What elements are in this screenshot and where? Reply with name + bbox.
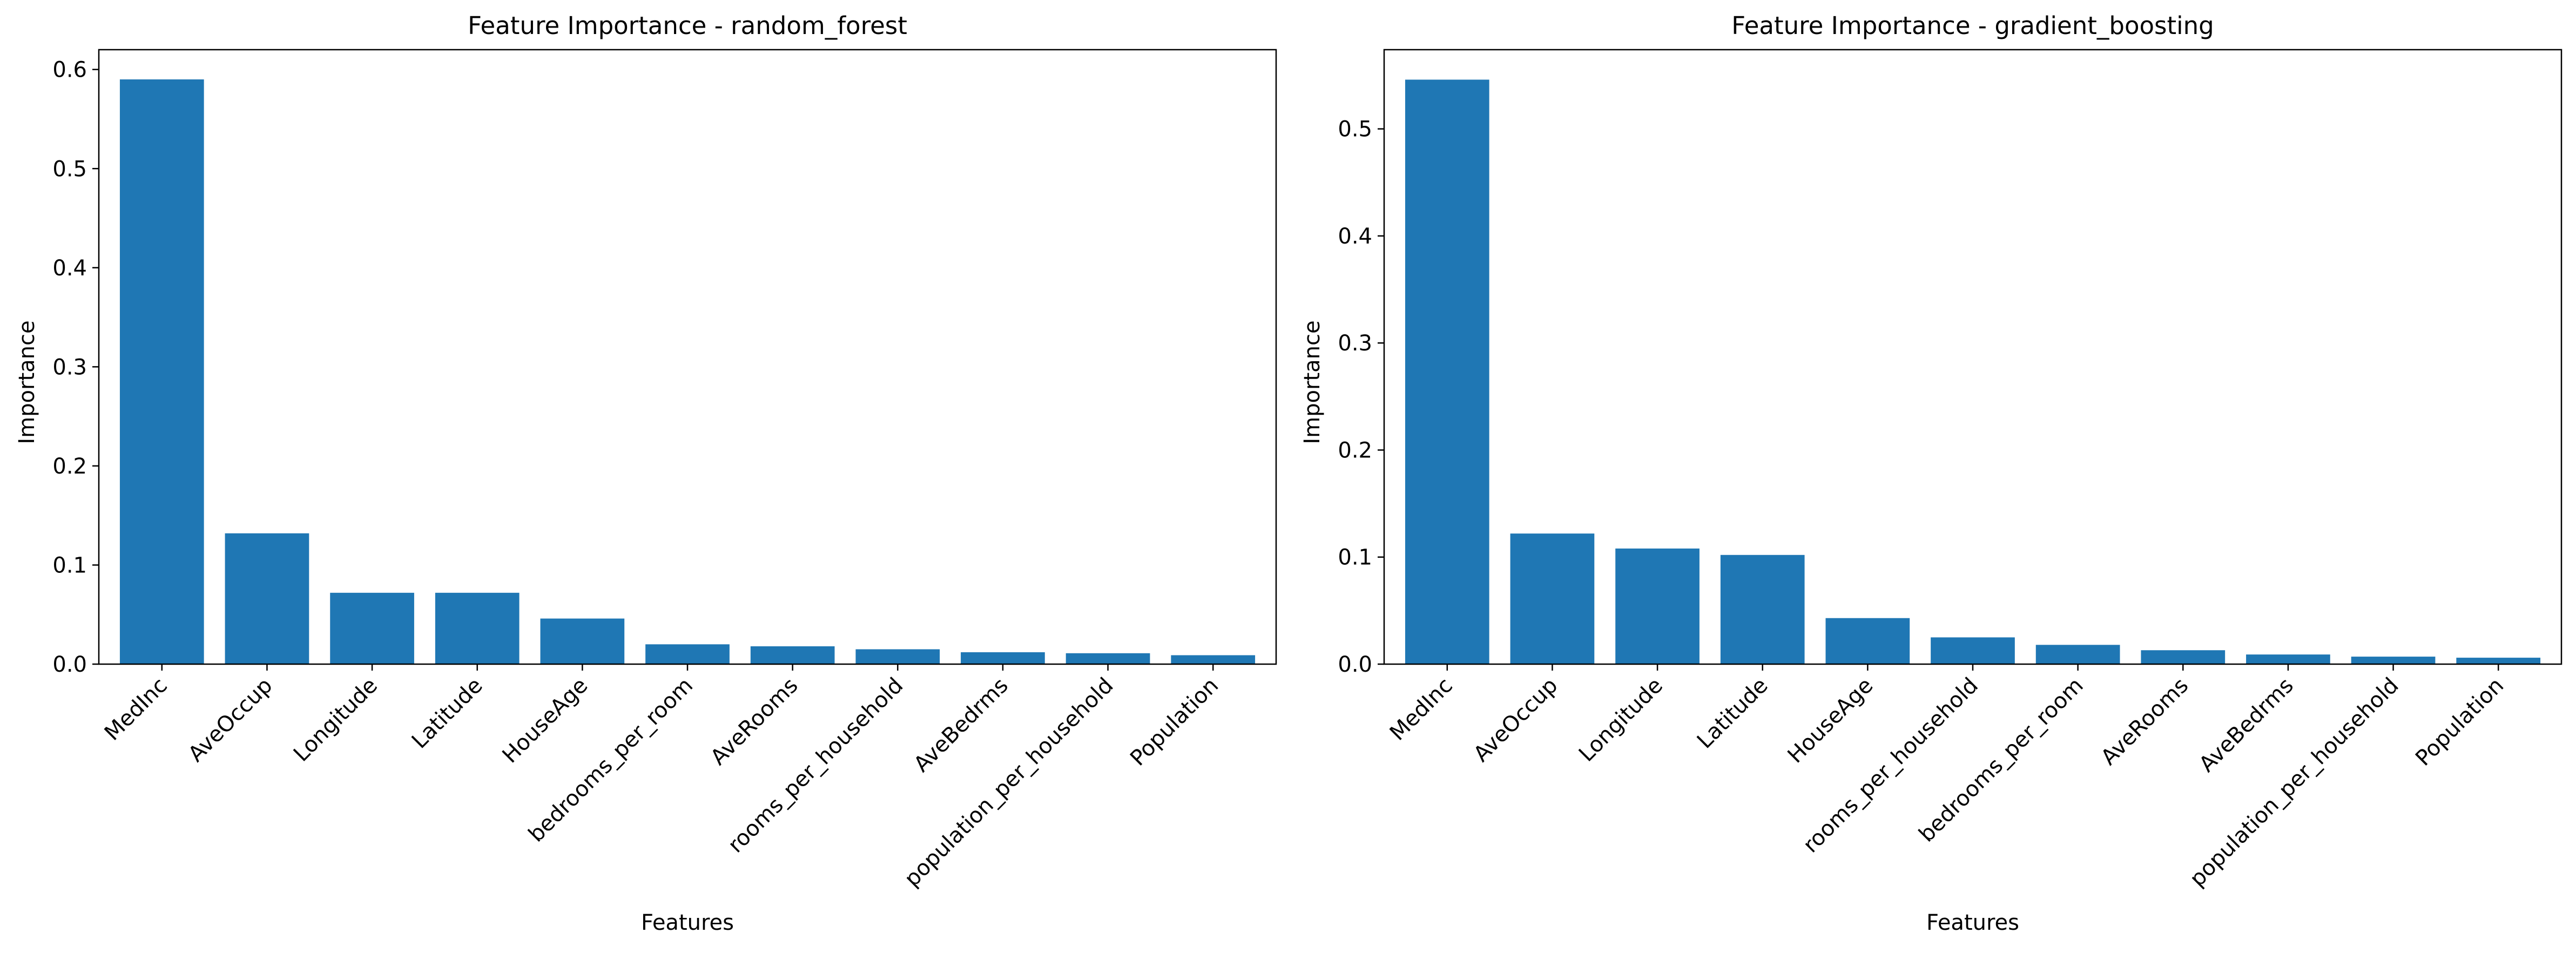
plot-frame: [98, 49, 1277, 665]
bar-houseage: [540, 618, 625, 664]
bar-avebedrms: [2246, 654, 2330, 664]
bar-medinc: [1405, 79, 1489, 664]
y-tick-label: 0.4: [52, 256, 87, 281]
chart-title: Feature Importance - random_forest: [468, 11, 907, 40]
y-axis-label: Importance: [15, 320, 39, 444]
y-tick-label: 0.1: [52, 553, 87, 578]
bar-aveoccup: [1510, 533, 1595, 664]
y-tick-label: 0.0: [1338, 652, 1372, 677]
plot-frame: [1383, 49, 2562, 665]
bar-longitude: [1615, 548, 1700, 664]
bar-aveoccup: [225, 533, 309, 664]
bar-rooms-per-household: [1931, 637, 2015, 664]
y-tick-label: 0.5: [1338, 117, 1372, 142]
x-axis-label: Features: [1926, 910, 2019, 935]
y-tick-label: 0.3: [1338, 331, 1372, 356]
bar-medinc: [119, 79, 204, 664]
y-tick-label: 0.1: [1338, 545, 1372, 570]
bar-avebedrms: [961, 652, 1045, 664]
y-tick-label: 0.2: [1338, 438, 1372, 463]
y-tick-label: 0.2: [52, 454, 87, 479]
bar-averooms: [750, 646, 835, 664]
bar-longitude: [330, 592, 414, 664]
y-tick-label: 0.4: [1338, 224, 1372, 249]
bar-population: [2456, 658, 2541, 664]
bar-bedrooms-per-room: [645, 644, 730, 664]
chart-title: Feature Importance - gradient_boosting: [1731, 11, 2214, 40]
bar-latitude: [1720, 555, 1805, 664]
y-tick-label: 0.3: [52, 355, 87, 380]
y-tick-label: 0.5: [52, 157, 87, 181]
y-axis-label: Importance: [1300, 320, 1325, 444]
bar-population-per-household: [2351, 657, 2436, 664]
x-axis-label: Features: [641, 910, 734, 935]
bar-population: [1171, 655, 1256, 664]
bar-averooms: [2141, 650, 2226, 664]
bar-population-per-household: [1066, 653, 1150, 664]
y-tick-label: 0.6: [52, 58, 87, 83]
bar-rooms-per-household: [855, 649, 940, 664]
bar-bedrooms-per-room: [2035, 645, 2120, 664]
bar-latitude: [435, 592, 520, 664]
bar-houseage: [1825, 618, 1910, 664]
y-tick-label: 0.0: [52, 652, 87, 677]
